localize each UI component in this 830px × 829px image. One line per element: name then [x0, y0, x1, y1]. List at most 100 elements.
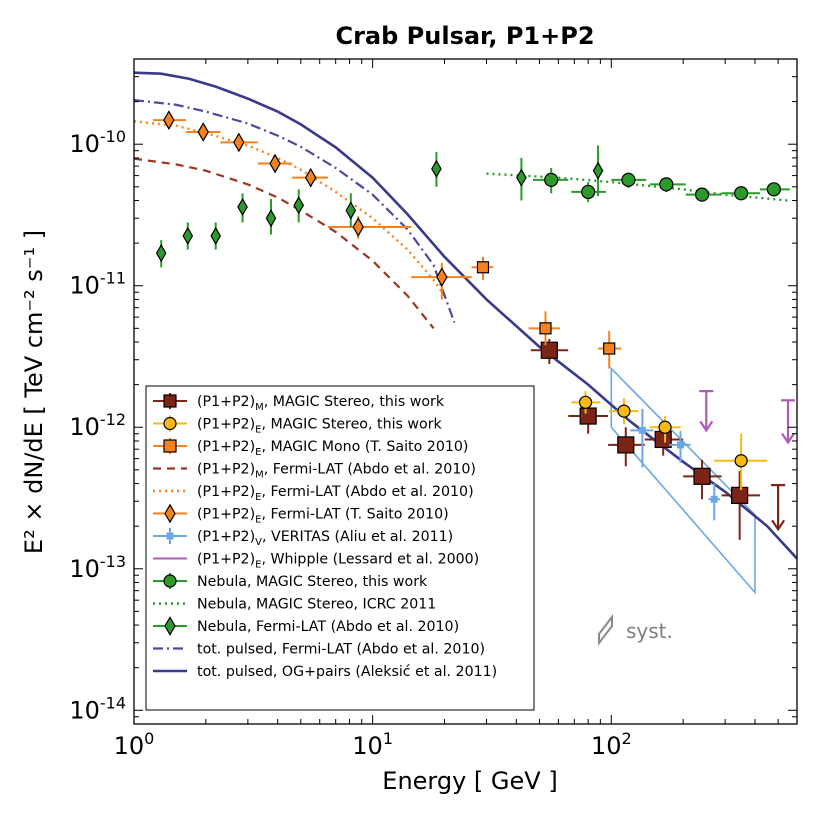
series-2-point-2 [598, 330, 622, 369]
legend-label-main: (P1+P2) [197, 529, 255, 545]
legend-label-main: (P1+P2) [197, 507, 255, 523]
series-7-upper-limit-0-head [699, 420, 714, 433]
x-tick-label-1: 101 [352, 729, 393, 760]
series-2-marker-1 [539, 322, 552, 335]
series-0-point-4 [683, 459, 722, 500]
y-tick-label-base: 10 [69, 555, 100, 583]
legend-rows: (P1+P2)M, MAGIC Stereo, this work(P1+P2)… [153, 393, 497, 680]
series-12-line [134, 71, 797, 560]
legend-marker-icon [163, 416, 177, 431]
series-5-marker-0 [163, 110, 175, 130]
legend-label-sub: E [255, 492, 261, 503]
series-10-point-1 [182, 222, 194, 250]
series-8-point-3 [649, 177, 686, 192]
series-6-band [610, 366, 756, 595]
chart-title: Crab Pulsar, P1+P2 [335, 22, 594, 50]
legend-label-sub: E [255, 447, 261, 458]
series-8-marker-2 [621, 172, 636, 187]
series-0-upper-limit-0 [771, 484, 786, 532]
legend-item-11: tot. pulsed, Fermi-LAT (Abdo et al. 2010… [153, 642, 485, 658]
series-10-marker-7 [431, 159, 442, 178]
series-0-point-5 [721, 471, 761, 540]
series-10-point-5 [293, 189, 305, 223]
legend-item-2: (P1+P2)E, MAGIC Mono (T. Saito 2010) [153, 438, 468, 458]
y-tick-label-base: 10 [69, 696, 100, 724]
series-2-point-1 [528, 311, 561, 346]
syst-label: syst. [626, 619, 673, 643]
y-tick-label-1: 10-13 [69, 552, 126, 583]
series-0-marker-0 [540, 341, 558, 359]
legend-box [145, 385, 535, 711]
legend-label-main: Nebula, MAGIC Stereo, this work [197, 574, 428, 590]
series-10-marker-0 [155, 244, 167, 263]
legend-label-11: tot. pulsed, Fermi-LAT (Abdo et al. 2010… [197, 642, 485, 658]
x-tick-label-2: 102 [591, 729, 632, 760]
series-2-marker-2 [603, 342, 616, 355]
legend-label-rest: , Whipple (Lessard et al. 2000) [261, 552, 479, 568]
series-10-point-4 [265, 199, 277, 235]
points-layer [152, 110, 795, 540]
legend-label-main: tot. pulsed, OG+pairs (Aleksić et al. 20… [197, 664, 497, 680]
series-0-marker-2 [617, 436, 635, 454]
y-tick-label-exp: -10 [100, 127, 126, 146]
legend-label-sub: V [255, 537, 262, 548]
series-10-marker-8 [516, 168, 527, 187]
y-tick-label-base: 10 [69, 272, 100, 300]
legend-label-main: (P1+P2) [197, 552, 255, 568]
series-5-point-3 [257, 153, 293, 174]
legend-item-4: (P1+P2)E, Fermi-LAT (Abdo et al. 2010) [153, 484, 474, 503]
legend-label-rest: , MAGIC Stereo, this work [264, 394, 445, 410]
legend-label-main: (P1+P2) [197, 394, 255, 410]
legend-label-rest: , MAGIC Stereo, this work [261, 417, 442, 433]
series-10-marker-5 [293, 196, 305, 215]
series-6-point-0 [630, 408, 654, 468]
legend-label-main: Nebula, Fermi-LAT (Abdo et al. 2010) [197, 619, 459, 635]
series-0-marker-4 [693, 467, 711, 485]
legend-marker-icon [163, 394, 177, 408]
series-5-marker-3 [269, 153, 281, 174]
syst-arrow-icon [598, 614, 613, 646]
legend-item-3: (P1+P2)M, Fermi-LAT (Abdo et al. 2010) [153, 462, 476, 481]
legend-label-10: Nebula, Fermi-LAT (Abdo et al. 2010) [197, 619, 459, 635]
legend-item-7: (P1+P2)E, Whipple (Lessard et al. 2000) [153, 552, 479, 571]
series-1-point-1 [609, 398, 639, 425]
y-tick-label-3: 10-11 [69, 269, 126, 300]
series-7-upper-limit-1-head [781, 432, 795, 445]
series-5-point-2 [220, 132, 258, 153]
series-5-marker-5 [352, 217, 364, 237]
legend-label-rest: , Fermi-LAT (T. Saito 2010) [261, 507, 448, 523]
series-8-marker-5 [734, 186, 749, 201]
series-0-marker-5 [731, 486, 749, 504]
series-5-point-0 [152, 110, 186, 130]
series-10-point-2 [210, 222, 222, 250]
legend: (P1+P2)M, MAGIC Stereo, this work(P1+P2)… [145, 385, 535, 711]
legend-item-5: (P1+P2)E, Fermi-LAT (T. Saito 2010) [153, 503, 449, 526]
series-1-point-0 [571, 391, 601, 414]
legend-label-sub: E [255, 560, 261, 571]
legend-label-rest: , Fermi-LAT (Abdo et al. 2010) [261, 484, 473, 500]
series-10-marker-9 [592, 161, 604, 180]
y-tick-label-exp: -13 [100, 552, 126, 571]
series-3-line [134, 157, 435, 330]
y-axis-label: E² × dN/dE [ TeV cm⁻² s⁻¹ ] [20, 230, 48, 554]
legend-item-1: (P1+P2)E, MAGIC Stereo, this work [153, 415, 443, 436]
legend-label-rest: , Fermi-LAT (Abdo et al. 2010) [264, 462, 476, 478]
series-7-upper-limit-0 [699, 390, 714, 433]
series-8-marker-3 [659, 177, 674, 192]
series-10-marker-1 [182, 226, 194, 245]
legend-label-3: (P1+P2)M, Fermi-LAT (Abdo et al. 2010) [197, 462, 476, 481]
series-1-marker-0 [578, 395, 593, 409]
series-6-marker-0 [638, 426, 646, 434]
series-8-marker-6 [766, 182, 781, 197]
legend-label-7: (P1+P2)E, Whipple (Lessard et al. 2000) [197, 552, 479, 571]
legend-item-6: (P1+P2)V, VERITAS (Aliu et al. 2011) [153, 528, 453, 548]
legend-item-8: Nebula, MAGIC Stereo, this work [153, 573, 428, 590]
legend-label-5: (P1+P2)E, Fermi-LAT (T. Saito 2010) [197, 507, 449, 526]
x-tick-labels: 100 101 102 [114, 729, 632, 760]
syst-indicator: syst. [598, 614, 673, 646]
series-5-point-5 [328, 216, 412, 239]
legend-marker-icon [163, 439, 177, 453]
legend-label-main: tot. pulsed, Fermi-LAT (Abdo et al. 2010… [197, 642, 485, 658]
legend-label-9: Nebula, MAGIC Stereo, ICRC 2011 [197, 597, 436, 613]
